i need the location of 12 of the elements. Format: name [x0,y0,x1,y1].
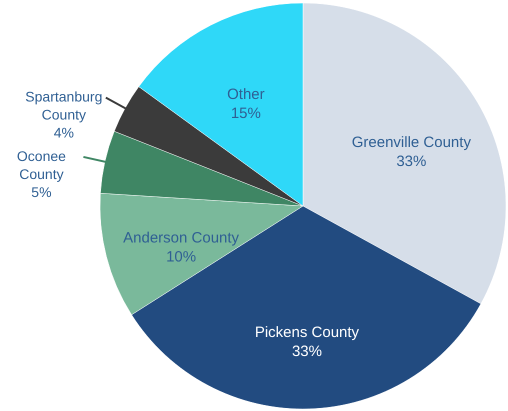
legend-label: Oconee County [16,148,66,182]
data-label: 10% [166,248,196,266]
slice-label: Greenville County [352,134,472,151]
slice-label: Other [227,86,265,103]
slice-label: Anderson County [123,229,240,246]
slice-label: Spartanburg County [25,88,102,123]
data-label: 5% [31,184,52,200]
data-label: 4% [54,124,74,141]
data-label: 33% [396,152,426,170]
data-label: 15% [230,104,261,122]
slice-label: Pickens County [254,324,360,341]
data-label: 33% [292,342,322,360]
